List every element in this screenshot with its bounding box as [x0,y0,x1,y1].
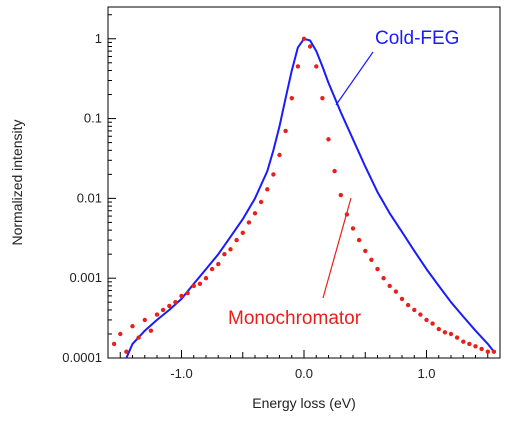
x-tick-label: -1.0 [170,366,192,381]
y-tick-label: 0.01 [77,190,102,205]
annotation-layer: Cold-FEG Monochromator [228,28,459,329]
cold-feg-label: Cold-FEG [375,28,459,49]
x-tick-label: 0.0 [295,366,313,381]
monochromator-point [246,220,252,225]
monochromator-label: Monochromator [228,308,362,329]
monochromator-point [148,328,154,333]
y-tick-label: 0.001 [69,270,102,285]
monochromator-point [350,226,356,231]
plot-frame [107,6,501,359]
monochromator-point [216,261,221,267]
y-tick-label: 1 [95,31,102,46]
series-monochromator [111,36,497,354]
monochromator-point [222,252,227,257]
monochromator-point [467,341,472,347]
monochromator-point [167,303,172,309]
monochromator-point [240,230,245,235]
monochromator-point [197,281,203,286]
monochromator-point [363,248,368,254]
x-tick-label: 1.0 [417,366,435,381]
monochromator-point [142,317,147,323]
monochromator-point [277,152,282,158]
monochromator-point [160,307,166,313]
monochromator-point [118,331,123,337]
cold-feg-leader-line [335,51,374,106]
monochromator-point [332,168,337,174]
monochromator-point [314,64,319,69]
monochromator-point [461,339,466,344]
monochromator-point [173,300,178,305]
monochromator-point [228,247,233,252]
monochromator-point [485,349,490,354]
y-axis-title: Normalized intensity [9,119,25,245]
monochromator-point [136,335,141,340]
monochromator-point [356,237,362,243]
monochromator-point [369,257,374,262]
monochromator-point [295,64,301,69]
monochromator-point [479,346,484,352]
series-layer [111,36,497,358]
monochromator-point [430,321,435,326]
monochromator-point [203,276,209,281]
monochromator-point [442,330,448,335]
monochromator-point [154,312,160,317]
monochromator-point [191,283,196,289]
monochromator-point [424,317,429,323]
monochromator-point [491,349,497,354]
monochromator-point [399,296,405,302]
monochromator-leader-line [322,197,352,299]
x-axis-title: Energy loss (eV) [252,395,355,411]
y-tick-label: 0.0001 [62,350,102,365]
monochromator-point [473,344,478,349]
monochromator-point [448,331,454,337]
monochromator-point [185,290,190,296]
monochromator-point [301,36,307,41]
monochromator-point [265,187,270,192]
monochromator-point [124,349,129,354]
monochromator-point [289,96,294,101]
axes-layer: 1 0.1 0.01 0.001 0.0001 -1.0 0.0 1.0 [62,6,501,381]
monochromator-point [412,307,417,313]
monochromator-point [130,324,135,329]
monochromator-point [326,137,331,142]
monochromator-point [436,326,441,332]
monochromator-point [307,44,313,49]
monochromator-point [271,172,276,177]
monochromator-point [387,283,392,289]
monochromator-point [381,276,386,281]
monochromator-point [418,312,423,317]
monochromator-point [338,192,343,198]
monochromator-point [283,128,288,134]
monochromator-point [179,293,184,299]
monochromator-point [320,96,325,101]
monochromator-point [375,266,380,272]
monochromator-point [454,335,460,340]
monochromator-point [393,289,399,294]
monochromator-point [258,199,264,205]
monochromator-point [405,302,411,308]
monochromator-point [111,341,117,347]
y-tick-label: 0.1 [84,111,102,126]
monochromator-point [234,237,239,243]
monochromator-point [252,211,258,216]
monochromator-point [209,266,215,272]
